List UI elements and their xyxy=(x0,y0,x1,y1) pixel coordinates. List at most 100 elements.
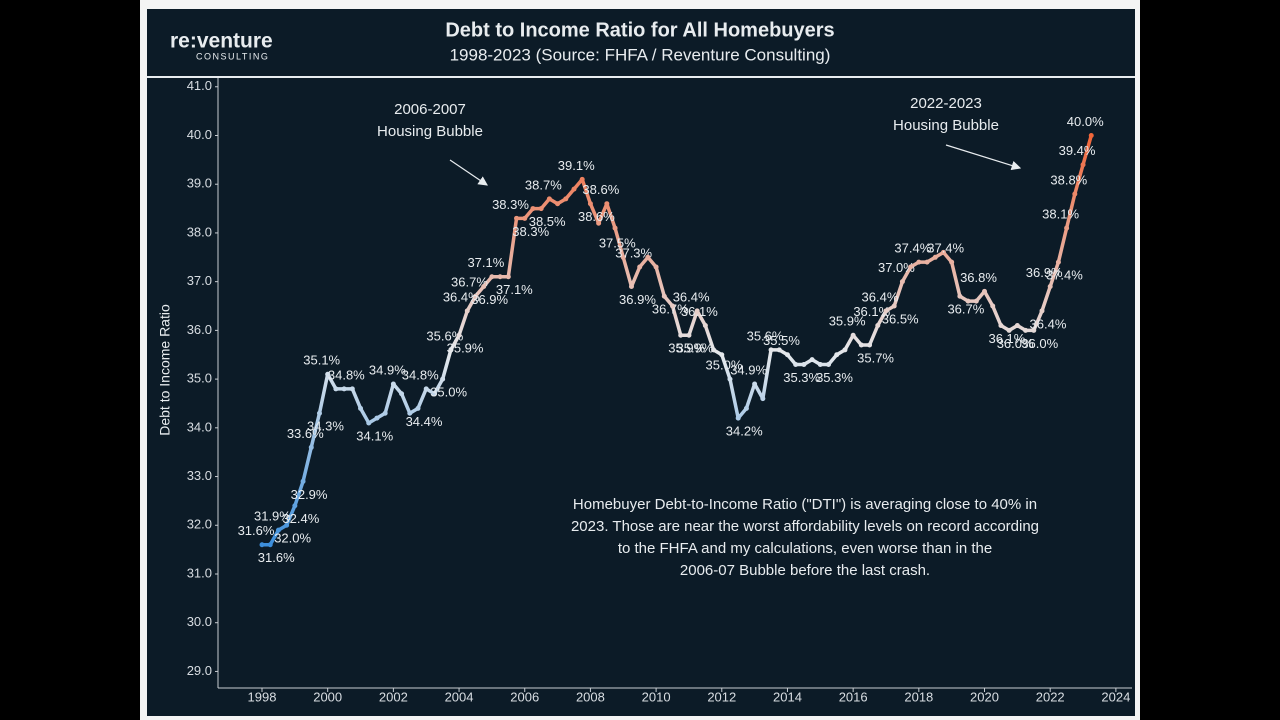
data-point xyxy=(1055,259,1061,265)
data-label: 38.6% xyxy=(578,209,615,224)
data-point xyxy=(579,176,585,182)
data-point xyxy=(374,415,380,421)
data-label: 35.7% xyxy=(857,350,894,365)
data-point xyxy=(1064,225,1070,231)
data-label: 37.5% xyxy=(599,236,636,251)
data-label: 34.2% xyxy=(726,424,763,439)
data-point xyxy=(694,308,700,314)
x-tick-label: 2008 xyxy=(576,689,605,704)
data-point xyxy=(940,249,946,255)
data-point xyxy=(1031,327,1037,333)
data-point xyxy=(555,201,561,207)
data-point xyxy=(440,376,446,382)
data-point xyxy=(957,293,963,299)
data-label: 35.5% xyxy=(763,333,800,348)
data-label: 38.7% xyxy=(525,177,562,192)
data-label: 36.7% xyxy=(451,275,488,290)
data-point xyxy=(678,332,684,338)
data-point xyxy=(489,274,495,280)
data-point xyxy=(850,332,856,338)
data-point xyxy=(875,323,881,329)
data-label: 38.5% xyxy=(529,214,566,229)
data-point xyxy=(1014,323,1020,329)
y-tick-label: 30.0 xyxy=(187,614,212,629)
data-point xyxy=(702,323,708,329)
data-point xyxy=(448,347,454,353)
data-label: 32.9% xyxy=(291,487,328,502)
data-label: 34.9% xyxy=(369,362,406,377)
data-point xyxy=(924,259,930,265)
data-point xyxy=(637,264,643,270)
data-point xyxy=(316,410,322,416)
data-point xyxy=(620,254,626,260)
data-point xyxy=(842,347,848,353)
data-label: 35.0% xyxy=(706,358,743,373)
data-label: 34.8% xyxy=(328,367,365,382)
data-point xyxy=(596,220,602,226)
data-point xyxy=(982,288,988,294)
data-label: 36.9% xyxy=(619,292,656,307)
data-point xyxy=(908,264,914,270)
data-point xyxy=(505,274,511,280)
data-label: 37.4% xyxy=(1046,268,1083,283)
data-label: 35.9% xyxy=(829,314,866,329)
y-tick-label: 36.0 xyxy=(187,322,212,337)
data-point xyxy=(571,186,577,192)
data-point xyxy=(760,396,766,402)
panel xyxy=(147,9,1135,716)
data-label: 32.4% xyxy=(282,511,319,526)
data-point xyxy=(998,323,1004,329)
chart-title: Debt to Income Ratio for All Homebuyers xyxy=(445,19,834,41)
data-point xyxy=(727,376,733,382)
data-point xyxy=(464,308,470,314)
data-point xyxy=(423,386,429,392)
x-tick-label: 2018 xyxy=(904,689,933,704)
y-tick-label: 31.0 xyxy=(187,565,212,580)
data-point xyxy=(267,542,273,548)
data-label: 34.9% xyxy=(730,362,767,377)
arrow xyxy=(449,159,488,186)
data-point xyxy=(661,293,667,299)
data-label: 36.0% xyxy=(997,336,1034,351)
data-label: 35.9% xyxy=(677,341,714,356)
data-point xyxy=(809,357,815,363)
data-point xyxy=(456,332,462,338)
arrow xyxy=(945,144,1022,171)
data-label: 36.4% xyxy=(862,289,899,304)
data-point xyxy=(784,352,790,358)
data-point xyxy=(1039,308,1045,314)
data-label: 35.6% xyxy=(747,328,784,343)
data-point xyxy=(1088,132,1094,138)
x-tick-label: 2004 xyxy=(445,689,474,704)
annotation: to the FHFA and my calculations, even wo… xyxy=(618,540,992,557)
data-point xyxy=(858,342,864,348)
data-point xyxy=(719,352,725,358)
data-point xyxy=(275,527,281,533)
data-point xyxy=(587,201,593,207)
data-point xyxy=(776,347,782,353)
data-point xyxy=(1023,327,1029,333)
data-point xyxy=(834,352,840,358)
data-label: 31.6% xyxy=(238,523,275,538)
data-point xyxy=(973,298,979,304)
data-point xyxy=(1006,327,1012,333)
y-tick-label: 39.0 xyxy=(187,176,212,191)
data-label: 35.9% xyxy=(447,341,484,356)
data-label: 39.1% xyxy=(558,158,595,173)
annotation: Housing Bubble xyxy=(377,123,483,140)
data-label: 33.6% xyxy=(287,426,324,441)
data-point xyxy=(472,293,478,299)
data-point xyxy=(711,347,717,353)
data-point xyxy=(300,478,306,484)
data-point xyxy=(292,503,298,509)
data-label: 37.1% xyxy=(467,255,504,270)
data-label: 37.4% xyxy=(894,241,931,256)
data-label: 34.4% xyxy=(406,414,443,429)
data-point xyxy=(645,254,651,260)
annotation: 2022-2023 xyxy=(910,95,982,112)
data-point xyxy=(538,206,544,212)
brand-sub: CONSULTING xyxy=(196,51,269,61)
data-label: 36.1% xyxy=(681,304,718,319)
annotation: 2006-2007 xyxy=(394,101,466,118)
